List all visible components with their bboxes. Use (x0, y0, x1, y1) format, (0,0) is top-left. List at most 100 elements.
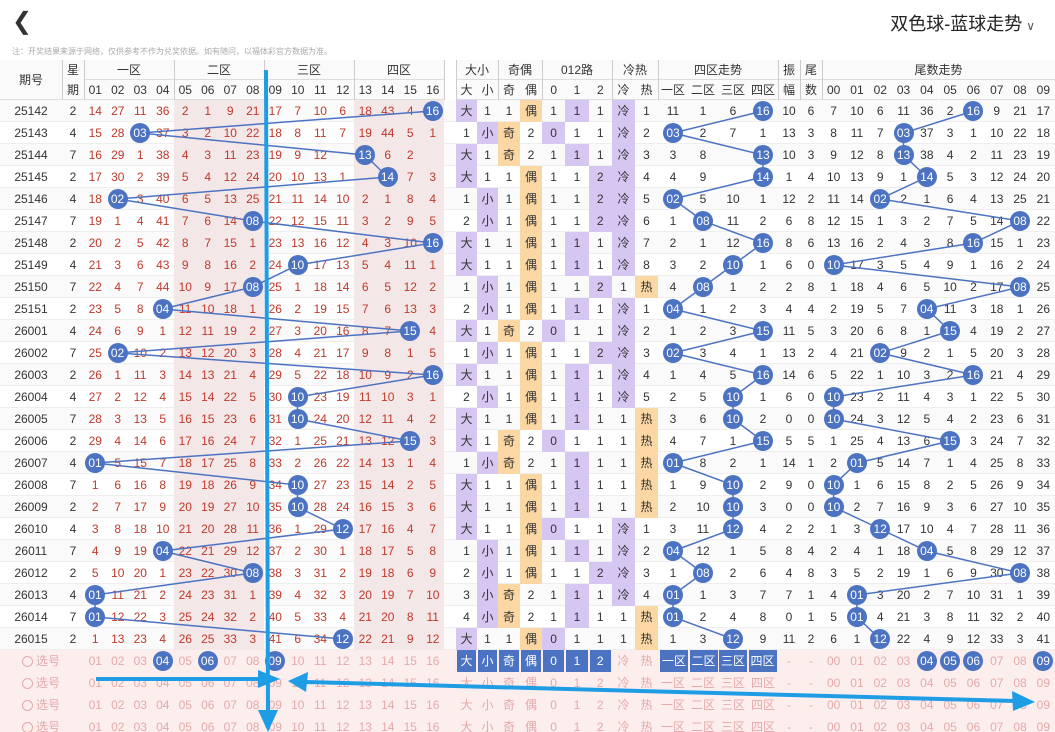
select-quadrant[interactable]: 二区 (690, 720, 715, 732)
select-tail[interactable]: 02 (873, 654, 887, 668)
select-number[interactable]: 08 (246, 720, 260, 732)
select-tail-selected[interactable]: 09 (1033, 651, 1054, 671)
select-tail[interactable]: 05 (943, 720, 957, 732)
select-quadrant[interactable]: 一区 (660, 720, 685, 732)
select-label[interactable]: 选号 (36, 676, 61, 690)
select-number[interactable]: 12 (336, 654, 350, 668)
select-number[interactable]: 01 (88, 654, 102, 668)
select-radio[interactable] (22, 678, 33, 689)
select-number[interactable]: 11 (314, 720, 327, 732)
select-option-selected[interactable]: 小 (478, 650, 497, 672)
select-number[interactable]: 13 (358, 654, 372, 668)
select-radio[interactable] (22, 700, 33, 711)
select-number[interactable]: 03 (133, 720, 147, 732)
select-number[interactable]: 13 (358, 720, 372, 732)
select-number[interactable]: 02 (111, 654, 125, 668)
select-option-selected[interactable]: 偶 (521, 650, 541, 672)
select-option[interactable]: 偶 (524, 720, 537, 732)
select-tail[interactable]: 02 (873, 720, 887, 732)
select-tail[interactable]: 04 (920, 720, 934, 732)
select-tail-selected[interactable]: 06 (963, 651, 984, 671)
select-tail[interactable]: 03 (896, 654, 911, 668)
select-tail[interactable]: 09 (1036, 698, 1051, 712)
select-number[interactable]: 08 (246, 654, 260, 668)
select-number[interactable]: 16 (426, 720, 440, 732)
select-option-selected[interactable]: 1 (566, 650, 588, 672)
select-option[interactable]: 2 (596, 698, 604, 712)
select-quadrant[interactable]: 四区 (750, 720, 775, 732)
select-number[interactable]: 15 (403, 720, 417, 732)
select-quadrant-selected[interactable]: 四区 (748, 650, 777, 672)
select-number[interactable]: 03 (133, 654, 147, 668)
select-number[interactable]: 11 (314, 654, 327, 668)
select-tail[interactable]: 09 (1036, 720, 1051, 732)
page-title[interactable]: 双色球-蓝球走势 ∨ (890, 10, 1035, 36)
select-quadrant-selected[interactable]: 三区 (719, 650, 747, 672)
select-option-selected[interactable]: 2 (589, 650, 611, 672)
select-label[interactable]: 选号 (36, 720, 61, 732)
select-option[interactable]: 2 (596, 720, 604, 732)
select-radio[interactable] (22, 656, 33, 667)
select-tail[interactable]: 06 (966, 720, 981, 732)
select-tail[interactable]: 08 (1013, 676, 1027, 690)
select-quadrant-selected[interactable]: 一区 (660, 650, 688, 672)
select-label[interactable]: 选号 (36, 698, 61, 712)
select-option[interactable]: 冷 (617, 654, 630, 668)
select-tail[interactable]: 07 (990, 654, 1004, 668)
select-number[interactable]: 02 (111, 720, 125, 732)
select-tail[interactable]: 01 (850, 654, 864, 668)
period-header[interactable]: 期号 (0, 60, 62, 100)
select-number[interactable]: 03 (133, 698, 147, 712)
select-radio[interactable] (22, 722, 33, 732)
select-number[interactable]: 07 (223, 654, 237, 668)
select-tail[interactable]: 08 (1013, 720, 1027, 732)
select-option[interactable]: 热 (640, 654, 653, 668)
select-tail[interactable]: 08 (1013, 654, 1027, 668)
select-quadrant-selected[interactable]: 二区 (689, 650, 718, 672)
select-tail-selected[interactable]: 05 (940, 651, 961, 671)
select-number[interactable]: 04 (156, 698, 170, 712)
select-option-selected[interactable]: 0 (543, 650, 565, 672)
select-tail[interactable]: 00 (826, 720, 841, 732)
select-number[interactable]: 04 (156, 720, 170, 732)
select-option[interactable]: 大 (460, 720, 473, 732)
select-number[interactable]: 14 (381, 654, 395, 668)
select-number[interactable]: 06 (201, 720, 215, 732)
select-option[interactable]: 奇 (502, 720, 515, 732)
select-number[interactable]: 05 (178, 698, 192, 712)
select-quadrant[interactable]: 三区 (720, 720, 745, 732)
select-number[interactable]: 09 (268, 698, 282, 712)
select-option[interactable]: 0 (550, 720, 557, 732)
select-number[interactable]: 10 (291, 698, 305, 712)
select-option-selected[interactable]: 大 (457, 650, 476, 672)
select-tail-selected[interactable]: 04 (916, 651, 937, 671)
select-number[interactable]: 14 (381, 720, 395, 732)
select-option[interactable]: 小 (481, 720, 494, 732)
select-number[interactable]: 05 (178, 720, 192, 732)
select-number[interactable]: 01 (88, 720, 102, 732)
select-number[interactable]: 07 (223, 698, 237, 712)
select-number[interactable]: 06 (201, 698, 215, 712)
select-option[interactable]: 1 (573, 698, 581, 712)
select-tail[interactable]: 01 (850, 720, 864, 732)
select-option[interactable]: 热 (640, 720, 653, 732)
select-number[interactable]: 10 (291, 720, 305, 732)
select-number-selected[interactable]: 04 (152, 651, 173, 671)
select-number[interactable]: 02 (111, 698, 125, 712)
select-tail[interactable]: 07 (990, 720, 1004, 732)
select-tail[interactable]: 09 (1036, 676, 1051, 690)
select-number[interactable]: 10 (291, 654, 305, 668)
select-number[interactable]: 15 (403, 654, 417, 668)
select-option[interactable]: 0 (550, 698, 557, 712)
select-option[interactable]: 1 (573, 720, 581, 732)
select-tail[interactable]: 03 (896, 720, 911, 732)
select-number[interactable]: 16 (426, 654, 440, 668)
back-arrow-icon[interactable]: ❮ (12, 8, 33, 35)
select-number[interactable]: 01 (88, 698, 102, 712)
select-number[interactable]: 12 (336, 720, 350, 732)
select-number[interactable]: 08 (246, 698, 260, 712)
select-option[interactable]: 冷 (617, 720, 630, 732)
select-number[interactable]: 05 (178, 654, 192, 668)
select-number[interactable]: 07 (223, 720, 237, 732)
select-option-selected[interactable]: 奇 (499, 650, 519, 672)
